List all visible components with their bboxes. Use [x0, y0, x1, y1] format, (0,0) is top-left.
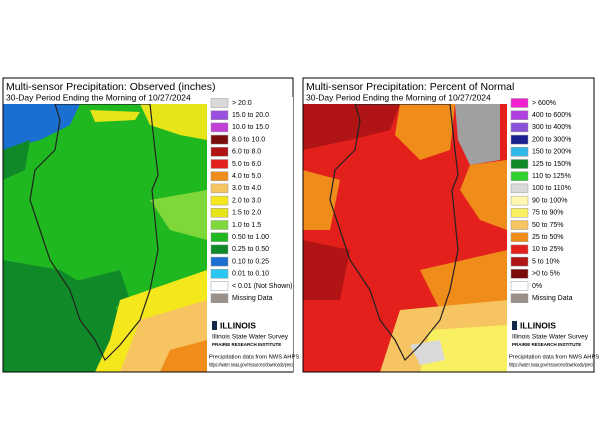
legend-label: Missing Data [232, 295, 273, 302]
legend-swatch [510, 244, 529, 255]
legend-label: >0 to 5% [532, 271, 560, 278]
legend-swatch [210, 269, 229, 279]
legend-label: 5 to 10% [532, 258, 560, 265]
legend-swatch [210, 293, 229, 303]
legend-label: 1.5 to 2.0 [232, 210, 261, 217]
legend-label: > 20.0 [232, 100, 252, 107]
legend-label: 25 to 50% [532, 234, 564, 241]
legend-swatch [510, 134, 529, 145]
legend-label: 150 to 200% [532, 149, 571, 156]
legend-label: Missing Data [532, 295, 573, 302]
legend-label: 400 to 600% [532, 112, 571, 119]
percent-map [303, 104, 507, 372]
legend-label: 110 to 125% [532, 173, 571, 180]
legend-label: 4.0 to 5.0 [232, 173, 261, 180]
legend-swatch [210, 256, 229, 267]
legend-label: 100 to 110% [532, 185, 571, 192]
legend-swatch [210, 147, 229, 157]
legend-swatch [210, 134, 229, 145]
logo-org: Illinois State Water Survey [512, 334, 589, 341]
legend-label: 50 to 75% [532, 222, 564, 229]
legend-swatch [510, 293, 529, 303]
legend-swatch [210, 220, 229, 230]
legend-swatch [510, 256, 529, 267]
legend-swatch [510, 220, 529, 230]
legend-label: 0.01 to 0.10 [232, 271, 269, 278]
legend-swatch [210, 122, 229, 133]
logo-org: Illinois State Water Survey [212, 334, 289, 341]
panel-subtitle: 30-Day Period Ending the Morning of 10/2… [6, 92, 191, 102]
source-note: Precipitation data from NWS AHPS [509, 355, 599, 361]
legend-swatch [510, 110, 529, 120]
legend-swatch [510, 147, 529, 157]
legend-label: 125 to 150% [532, 161, 571, 168]
source-url: https://water.noaa.gov/resources/downloa… [509, 362, 593, 368]
legend-swatch [510, 232, 529, 242]
legend-swatch [210, 208, 229, 218]
legend-label: 10 to 25% [532, 246, 564, 253]
panel-subtitle: 30-Day Period Ending the Morning of 10/2… [306, 92, 491, 102]
legend-label: 10.0 to 15.0 [232, 124, 269, 131]
legend-swatch [510, 171, 529, 181]
legend-label: > 600% [532, 100, 556, 107]
legend-label: 0.25 to 0.50 [232, 246, 269, 253]
legend-label: 6.0 to 8.0 [232, 149, 261, 156]
legend-swatch [510, 159, 529, 169]
legend-label: 15.0 to 20.0 [232, 112, 269, 119]
legend-swatch [210, 232, 229, 242]
logo-icon [512, 321, 517, 330]
source-note: Precipitation data from NWS AHPS [209, 355, 299, 361]
legend-swatch [510, 183, 529, 194]
panel-title: Multi-sensor Precipitation: Percent of N… [306, 81, 514, 93]
legend-label: 90 to 100% [532, 197, 567, 204]
source-url: https://water.noaa.gov/resources/downloa… [209, 362, 293, 368]
legend-label: 0.10 to 0.25 [232, 258, 269, 265]
legend-swatch [510, 281, 529, 291]
legend-swatch [210, 171, 229, 181]
legend-swatch [510, 98, 529, 108]
legend-swatch [510, 122, 529, 133]
legend-label: 8.0 to 10.0 [232, 136, 265, 143]
legend-swatch [210, 98, 229, 108]
legend-swatch [210, 281, 229, 291]
logo-icon [212, 321, 217, 330]
legend-label: 0% [532, 283, 542, 290]
legend-label: 300 to 400% [532, 124, 571, 131]
legend-swatch [210, 110, 229, 120]
precip-map [3, 104, 207, 372]
legend-label: < 0.01 (Not Shown) [232, 283, 293, 290]
legend-swatch [210, 183, 229, 194]
legend-swatch [210, 244, 229, 255]
legend-label: 75 to 90% [532, 210, 564, 217]
logo-name: ILLINOIS [520, 320, 556, 330]
legend-swatch [210, 195, 229, 206]
legend-label: 5.0 to 6.0 [232, 161, 261, 168]
legend-swatch [510, 195, 529, 206]
logo-name: ILLINOIS [220, 320, 256, 330]
legend-label: 1.0 to 1.5 [232, 222, 261, 229]
legend-label: 0.50 to 1.00 [232, 234, 269, 241]
logo-institute: PRAIRIE RESEARCH INSTITUTE [512, 342, 581, 347]
legend-label: 2.0 to 3.0 [232, 197, 261, 204]
legend-label: 200 to 300% [532, 136, 571, 143]
panel-frame [302, 77, 595, 373]
logo-institute: PRAIRIE RESEARCH INSTITUTE [212, 342, 281, 347]
legend-swatch [510, 208, 529, 218]
legend-swatch [210, 159, 229, 169]
legend-label: 3.0 to 4.0 [232, 185, 261, 192]
panel-title: Multi-sensor Precipitation: Observed (in… [6, 81, 216, 93]
legend-swatch [510, 269, 529, 279]
